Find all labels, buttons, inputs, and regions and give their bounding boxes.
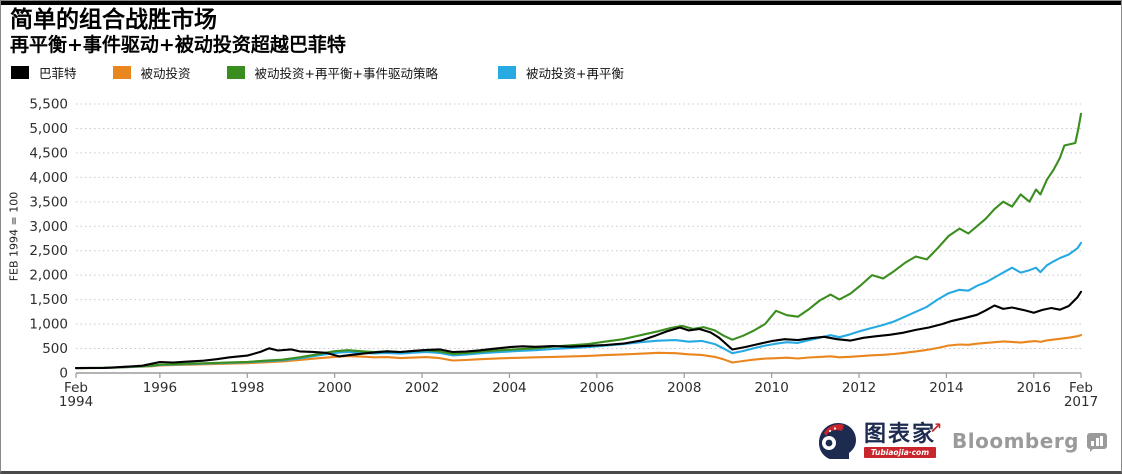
bloomberg-chart-bubble-icon <box>1087 433 1107 452</box>
y-tick-label: 4,500 <box>29 145 68 161</box>
x-tick-label: 2008 <box>667 380 701 396</box>
y-tick-label: 2,000 <box>29 268 68 284</box>
legend-item-passive-rebal: 被动投资+再平衡 <box>497 63 624 82</box>
bloomberg-wordmark: Bloomberg <box>952 429 1079 453</box>
footer-brands: 图表家 ↗ Tubiaojia·com Bloomberg <box>816 419 1107 461</box>
legend-swatch-blue <box>497 66 516 79</box>
x-tick-label: 2000 <box>317 380 351 396</box>
series-line-0 <box>74 290 1083 370</box>
legend-item-buffett: 巴菲特 <box>11 63 77 82</box>
legend-item-passive-rebal-event: 被动投资+再平衡+事件驱动策略 <box>226 63 438 82</box>
legend-label: 被动投资 <box>140 66 191 81</box>
y-tick-label: 1,500 <box>29 292 68 308</box>
x-tick-label: 2006 <box>580 380 614 396</box>
top-black-bar <box>1 1 1121 5</box>
x-tick-label: 2002 <box>405 380 439 396</box>
x-tick-label: Feb 2017 <box>1064 380 1098 410</box>
tubiaojia-wordmark: 图表家 ↗ Tubiaojia·com <box>863 419 944 458</box>
x-tick-label: 2014 <box>929 380 963 396</box>
legend-label: 被动投资+再平衡+事件驱动策略 <box>254 66 438 81</box>
x-tick-label: 1996 <box>143 380 177 396</box>
y-tick-label: 1,000 <box>29 317 68 333</box>
chart-header: 简单的组合战胜市场 再平衡+事件驱动+被动投资超越巴菲特 <box>10 7 346 57</box>
x-tick-label: Feb 1994 <box>59 380 93 410</box>
y-tick-label: 5,500 <box>29 97 68 113</box>
legend-swatch-orange <box>112 66 131 79</box>
y-tick-label: 4,000 <box>29 170 68 186</box>
chart-legend: 巴菲特 被动投资 被动投资+再平衡+事件驱动策略 被动投资+再平衡 <box>11 63 660 82</box>
tubiaojia-cn: 图表家 ↗ <box>863 419 944 447</box>
y-tick-label: 3,500 <box>29 194 68 210</box>
legend-label: 巴菲特 <box>39 66 77 81</box>
x-tick-label: 2004 <box>492 380 526 396</box>
x-tick-label: 2010 <box>754 380 788 396</box>
legend-swatch-black <box>11 66 29 79</box>
y-tick-label: 3,000 <box>29 219 68 235</box>
y-tick-label: 0 <box>59 366 68 382</box>
tubiaojia-domain: Tubiaojia·com <box>863 447 937 458</box>
legend-label: 被动投资+再平衡 <box>525 66 624 81</box>
x-tick-label: 2016 <box>1017 380 1051 396</box>
legend-item-passive: 被动投资 <box>112 63 191 82</box>
series-line-2 <box>74 112 1083 370</box>
x-tick-label: 1998 <box>230 380 264 396</box>
tubiaojia-logo: 图表家 ↗ Tubiaojia·com <box>816 419 944 461</box>
y-tick-label: 5,000 <box>29 121 68 137</box>
y-tick-label: 2,500 <box>29 243 68 259</box>
page-subtitle: 再平衡+事件驱动+被动投资超越巴菲特 <box>10 34 346 56</box>
page-title: 简单的组合战胜市场 <box>10 7 217 33</box>
red-arrow-icon: ↗ <box>929 419 944 437</box>
legend-swatch-green <box>226 66 245 79</box>
y-tick-label: 500 <box>42 341 68 357</box>
x-tick-label: 2012 <box>842 380 876 396</box>
series-line-1 <box>74 334 1083 370</box>
tubiaojia-head-icon <box>818 423 856 459</box>
